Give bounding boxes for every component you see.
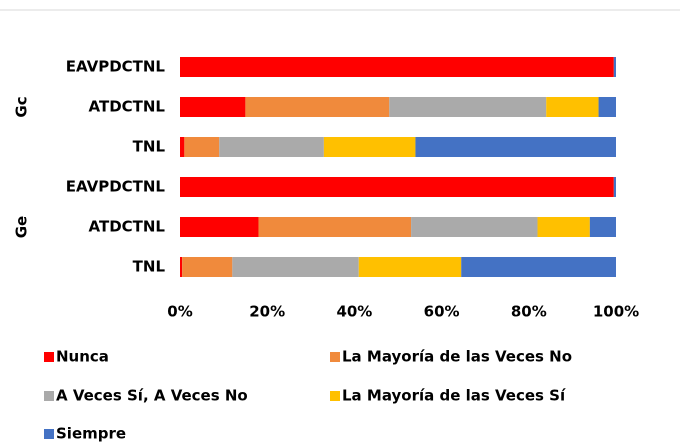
bar-segment [537,217,590,237]
legend-swatch [44,429,54,439]
x-tick-label: 100% [593,303,639,321]
bar-segment [180,97,246,117]
x-tick-label: 0% [167,303,192,321]
category-label: ATDCTNL [89,98,166,116]
bar-segment [589,217,616,237]
bar-segment [546,97,599,117]
bar-segment [219,137,324,157]
bar-segment [613,177,616,197]
bar-segment [613,57,616,77]
bar-segment [180,257,183,277]
legend-label: La Mayoría de las Veces Sí [342,387,566,405]
bar-segment [232,257,359,277]
bar-segment [180,217,259,237]
category-label: EAVPDCTNL [66,58,166,76]
bar-segment [184,137,220,157]
legend-swatch [330,352,340,362]
category-label: ATDCTNL [89,218,166,236]
category-label: TNL [133,258,166,276]
x-tick-label: 20% [249,303,285,321]
group-label: Ge [13,216,31,239]
bar-segment [182,257,233,277]
bar-segment [258,217,412,237]
bar-segment [323,137,416,157]
legend-label: La Mayoría de las Veces No [342,348,572,366]
legend-label: Nunca [56,348,109,366]
bar-segment [180,137,185,157]
bar-segment [461,257,616,277]
x-tick-label: 80% [511,303,547,321]
bar-segment [415,137,616,157]
x-tick-label: 60% [424,303,460,321]
bar-segment [411,217,538,237]
legend-swatch [330,391,340,401]
legend-label: A Veces Sí, A Veces No [56,387,248,405]
category-label: TNL [133,138,166,156]
legend-swatch [44,391,54,401]
bar-segment [245,97,390,117]
x-tick-label: 40% [336,303,372,321]
bar-segment [180,177,614,197]
bar-segment [180,57,614,77]
legend-swatch [44,352,54,362]
category-label: EAVPDCTNL [66,178,166,196]
bar-segment [389,97,547,117]
bar-segment [358,257,462,277]
legend-label: Siempre [56,425,126,443]
group-label: Gc [13,96,31,117]
bar-segment [598,97,616,117]
